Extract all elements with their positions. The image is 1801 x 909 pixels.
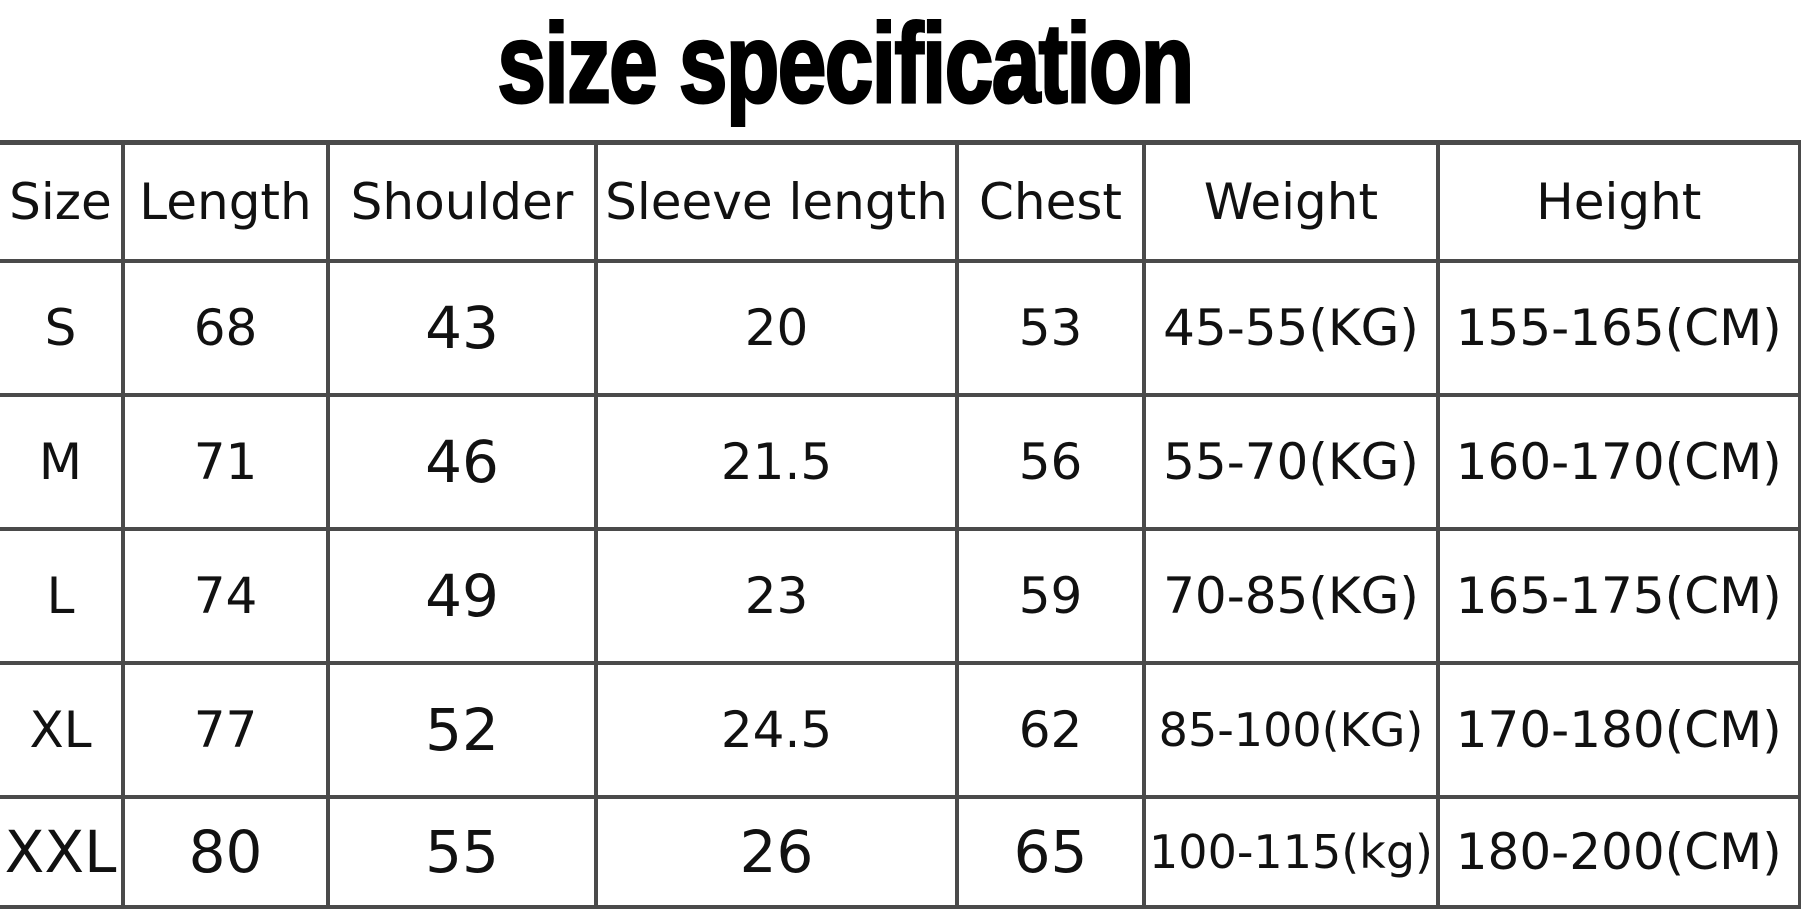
cell-length: 77 — [121, 661, 330, 799]
cell-chest: 65 — [955, 795, 1146, 909]
cell-weight: 100-115(kg) — [1142, 795, 1440, 909]
cell-height: 155-165(CM) — [1436, 259, 1801, 397]
cell-height: 165-175(CM) — [1436, 527, 1801, 665]
cell-size: XL — [0, 661, 125, 799]
header-chest: Chest — [955, 140, 1146, 263]
cell-sleeve-length: 20 — [594, 259, 959, 397]
cell-sleeve-length: 23 — [594, 527, 959, 665]
cell-size: XXL — [0, 795, 125, 909]
cell-shoulder: 52 — [326, 661, 598, 799]
cell-weight: 45-55(KG) — [1142, 259, 1440, 397]
table-row: L 74 49 23 59 70-85(KG) 165-175(CM) — [0, 527, 1801, 665]
cell-size: S — [0, 259, 125, 397]
cell-height: 180-200(CM) — [1436, 795, 1801, 909]
cell-length: 74 — [121, 527, 330, 665]
cell-chest: 53 — [955, 259, 1146, 397]
cell-height: 170-180(CM) — [1436, 661, 1801, 799]
cell-sleeve-length: 24.5 — [594, 661, 959, 799]
header-row: Size Length Shoulder Sleeve length Chest… — [0, 140, 1801, 263]
cell-shoulder: 43 — [326, 259, 598, 397]
header-weight: Weight — [1142, 140, 1440, 263]
size-table: Size Length Shoulder Sleeve length Chest… — [0, 140, 1801, 909]
cell-weight: 55-70(KG) — [1142, 393, 1440, 531]
table-row: S 68 43 20 53 45-55(KG) 155-165(CM) — [0, 259, 1801, 397]
cell-sleeve-length: 21.5 — [594, 393, 959, 531]
cell-weight: 70-85(KG) — [1142, 527, 1440, 665]
cell-height: 160-170(CM) — [1436, 393, 1801, 531]
cell-sleeve-length: 26 — [594, 795, 959, 909]
table-row: M 71 46 21.5 56 55-70(KG) 160-170(CM) — [0, 393, 1801, 531]
header-length: Length — [121, 140, 330, 263]
cell-chest: 62 — [955, 661, 1146, 799]
cell-chest: 59 — [955, 527, 1146, 665]
cell-shoulder: 55 — [326, 795, 598, 909]
cell-length: 71 — [121, 393, 330, 531]
page-title: size specification — [496, 1, 1195, 126]
header-sleeve-length: Sleeve length — [594, 140, 959, 263]
header-shoulder: Shoulder — [326, 140, 598, 263]
cell-size: L — [0, 527, 125, 665]
header-height: Height — [1436, 140, 1801, 263]
header-size: Size — [0, 140, 125, 263]
cell-size: M — [0, 393, 125, 531]
cell-chest: 56 — [955, 393, 1146, 531]
table-row: XXL 80 55 26 65 100-115(kg) 180-200(CM) — [0, 795, 1801, 909]
cell-shoulder: 46 — [326, 393, 598, 531]
cell-weight: 85-100(KG) — [1142, 661, 1440, 799]
table-row: XL 77 52 24.5 62 85-100(KG) 170-180(CM) — [0, 661, 1801, 799]
cell-shoulder: 49 — [326, 527, 598, 665]
cell-length: 80 — [121, 795, 330, 909]
cell-length: 68 — [121, 259, 330, 397]
